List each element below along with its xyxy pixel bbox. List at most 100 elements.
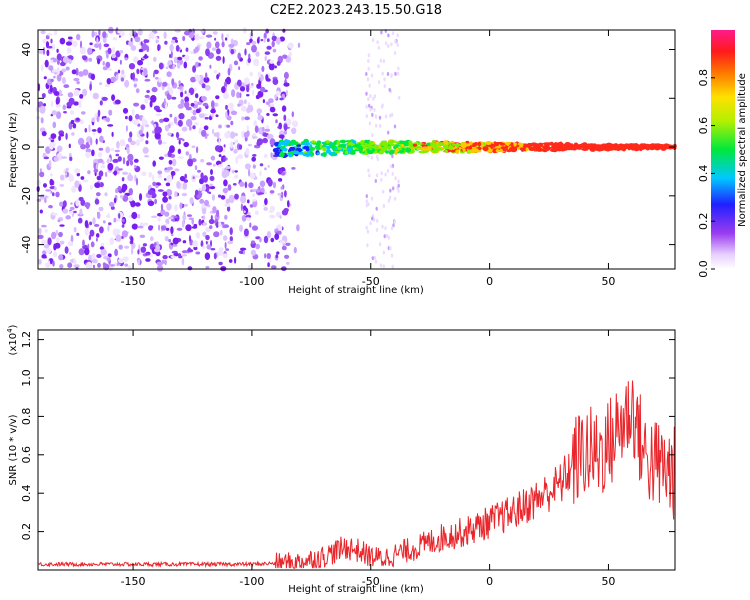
signal-blob xyxy=(395,141,400,144)
noise-blob xyxy=(241,116,245,121)
noise-blob xyxy=(181,250,188,254)
x-tick-label: -150 xyxy=(121,575,146,588)
noise-blob xyxy=(163,31,167,39)
noise-blob xyxy=(52,58,58,63)
spectrogram-y-axis-label: Frequency (Hz) xyxy=(8,112,19,188)
noise-blob xyxy=(250,249,256,256)
noise-blob xyxy=(382,204,385,208)
noise-blob xyxy=(276,90,281,96)
signal-blob xyxy=(381,147,387,150)
noise-blob xyxy=(93,31,98,37)
noise-blob xyxy=(119,30,125,37)
signal-blob xyxy=(351,149,356,154)
noise-blob xyxy=(252,199,256,202)
noise-blob xyxy=(389,164,393,169)
noise-blob xyxy=(391,163,395,168)
noise-blob xyxy=(115,153,120,157)
noise-blob xyxy=(189,197,194,205)
noise-blob xyxy=(223,179,228,187)
noise-blob xyxy=(38,48,44,55)
spectrogram-data xyxy=(35,26,677,272)
signal-blob xyxy=(339,139,347,144)
noise-blob xyxy=(150,31,155,40)
noise-blob xyxy=(256,37,260,44)
noise-blob xyxy=(246,42,251,46)
noise-blob xyxy=(59,37,66,45)
noise-blob xyxy=(118,35,121,38)
noise-blob xyxy=(63,84,70,88)
snr-y-ticks: 0.2 0.4 0.6 0.8 1.0 1.2 xyxy=(20,331,675,540)
noise-blob xyxy=(260,38,264,42)
noise-blob xyxy=(89,42,93,46)
signal-blob xyxy=(303,145,310,150)
noise-blob xyxy=(215,222,219,229)
noise-blob xyxy=(82,179,89,183)
noise-blob xyxy=(212,163,216,167)
noise-blob xyxy=(130,247,134,255)
noise-blob xyxy=(244,163,251,170)
noise-blob xyxy=(397,183,400,188)
noise-blob xyxy=(177,86,183,90)
noise-blob xyxy=(209,175,215,181)
noise-blob xyxy=(230,38,234,44)
noise-blob xyxy=(265,28,270,34)
noise-blob xyxy=(47,33,52,36)
noise-blob xyxy=(265,101,270,105)
noise-blob xyxy=(120,141,125,147)
noise-blob xyxy=(211,47,217,51)
noise-blob xyxy=(387,130,390,135)
noise-blob xyxy=(261,65,265,72)
noise-blob xyxy=(119,195,124,199)
noise-blob xyxy=(130,45,137,51)
signal-blob xyxy=(447,146,455,149)
signal-blob xyxy=(390,143,396,147)
noise-blob xyxy=(48,160,52,168)
noise-blob xyxy=(229,141,234,149)
noise-blob xyxy=(129,30,133,38)
signal-blob xyxy=(560,147,565,152)
noise-blob xyxy=(264,198,268,206)
noise-blob xyxy=(396,33,399,38)
noise-blob xyxy=(234,256,237,264)
noise-blob xyxy=(192,125,196,130)
noise-blob xyxy=(190,76,197,83)
noise-blob xyxy=(264,51,271,55)
noise-blob xyxy=(205,240,208,245)
noise-blob xyxy=(105,146,111,154)
signal-blob xyxy=(394,150,398,155)
signal-blob xyxy=(588,143,594,146)
noise-blob xyxy=(225,76,231,85)
noise-blob xyxy=(114,248,118,257)
noise-blob xyxy=(378,124,382,128)
noise-blob xyxy=(365,203,369,208)
noise-blob xyxy=(102,60,105,66)
noise-blob xyxy=(113,197,117,204)
noise-blob xyxy=(281,245,287,251)
signal-blob xyxy=(582,148,587,151)
noise-blob xyxy=(233,148,238,154)
signal-blob xyxy=(550,148,556,152)
noise-blob xyxy=(56,145,63,153)
noise-blob xyxy=(200,159,205,163)
noise-blob xyxy=(68,58,72,64)
noise-blob xyxy=(174,204,178,212)
noise-blob xyxy=(202,231,207,237)
noise-blob xyxy=(117,69,121,74)
signal-blob xyxy=(360,140,365,145)
noise-blob xyxy=(213,252,217,260)
noise-blob xyxy=(97,109,101,118)
signal-blob xyxy=(494,146,501,149)
noise-blob xyxy=(201,83,206,89)
noise-blob xyxy=(142,146,149,154)
noise-blob xyxy=(144,78,151,82)
noise-blob xyxy=(50,101,54,107)
noise-blob xyxy=(41,131,47,137)
noise-blob xyxy=(79,94,84,99)
signal-blob xyxy=(324,145,331,148)
signal-blob xyxy=(272,147,279,153)
noise-blob xyxy=(166,174,173,183)
noise-blob xyxy=(367,66,370,71)
noise-blob xyxy=(190,116,197,121)
noise-blob xyxy=(206,41,212,49)
noise-blob xyxy=(107,213,110,217)
